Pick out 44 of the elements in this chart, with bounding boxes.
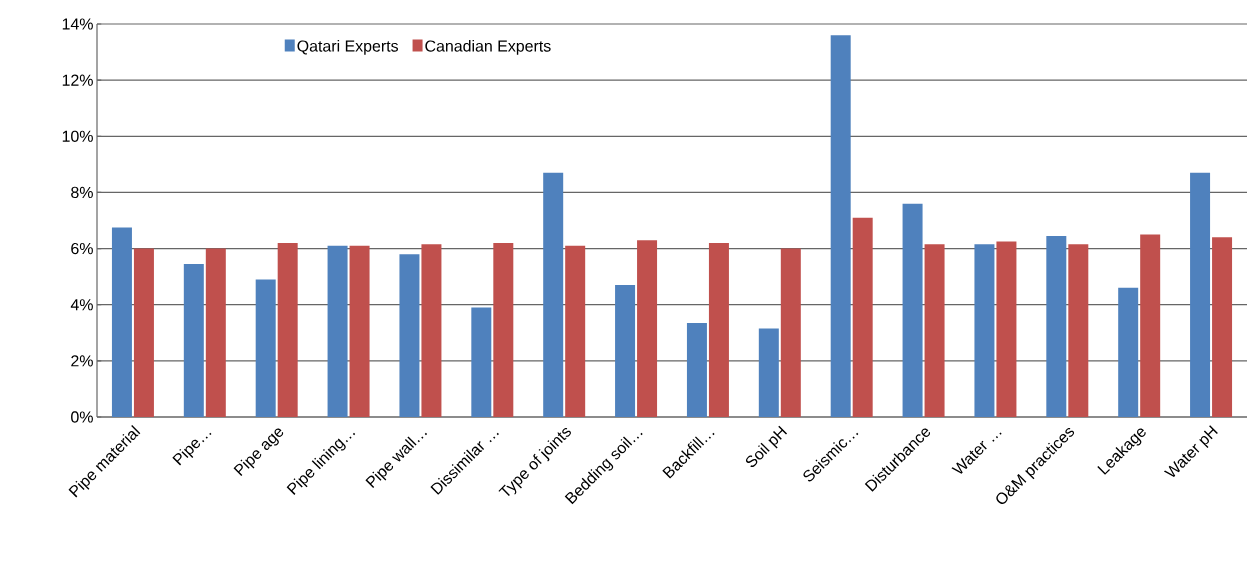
bar [902,203,923,417]
bar [277,242,298,417]
legend-label: Qatari Experts [297,39,399,55]
bar [758,328,779,417]
bar [183,264,204,417]
y-tick-label: 10% [62,130,93,142]
bar [205,248,226,417]
bar [111,227,132,417]
y-tick-label: 6% [71,242,93,255]
bar [543,172,564,417]
bar [780,248,801,417]
bar [615,285,636,417]
bar [974,244,995,417]
bar [852,217,873,417]
x-tick-label: Pipe age [233,428,284,477]
bar [1046,235,1067,417]
bar [421,244,442,417]
bar [1212,237,1233,417]
bar [133,248,154,417]
bar [327,245,348,417]
bar [924,244,945,417]
bar [399,254,420,417]
bar [996,241,1017,417]
y-tick-label: 8% [71,186,93,199]
y-tick-label: 14% [62,18,93,30]
y-tick-label: 4% [70,299,93,311]
bar [637,240,658,417]
bar [686,322,707,417]
bar [1118,287,1139,417]
y-tick-label: 2% [71,355,93,367]
bar [493,242,514,417]
legend-label: Canadian Experts [425,39,551,55]
bar [565,245,586,417]
bar [708,242,729,417]
y-tick-label: 12% [62,74,93,86]
bar [349,245,370,417]
y-tick-label: 0% [71,411,93,423]
bar [1190,172,1211,417]
x-tick-label: Soil pH [745,425,788,468]
bar [255,279,276,417]
bar [830,35,851,417]
bar [471,307,492,417]
bar [1140,234,1161,417]
bar [1068,244,1089,417]
